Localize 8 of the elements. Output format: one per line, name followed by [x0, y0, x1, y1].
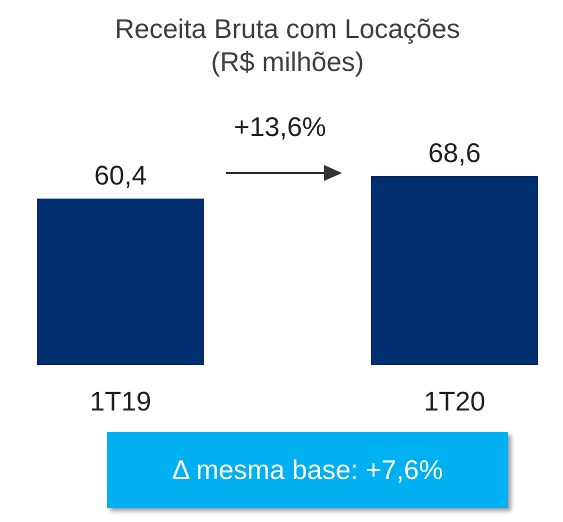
x-tick-label: 1T20	[424, 386, 486, 416]
data-label: 60,4	[94, 160, 147, 191]
chart-subtitle: (R$ milhões)	[210, 47, 364, 77]
text: Δ mesma base: +7,6%	[107, 432, 508, 508]
chart-title: Receita Bruta com Locações	[114, 14, 460, 44]
text: +13,6%	[232, 112, 328, 143]
data-label: 68,6	[428, 138, 481, 168]
x-tick-label: 1T19	[90, 386, 152, 416]
